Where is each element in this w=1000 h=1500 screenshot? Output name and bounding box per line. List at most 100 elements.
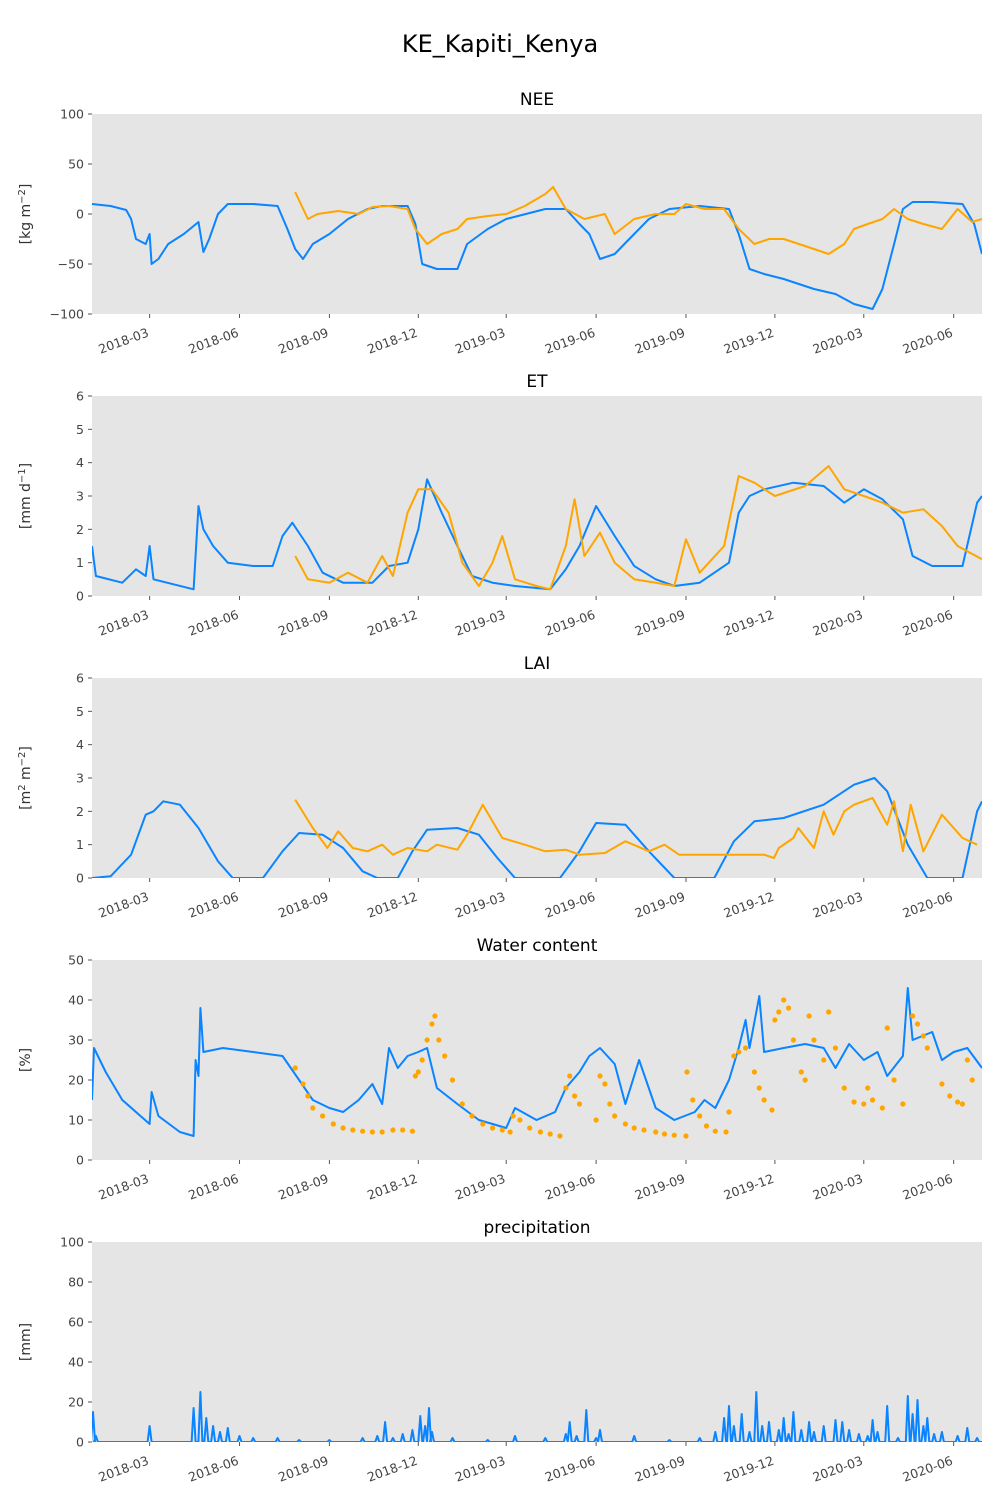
et-xtick-label: 2018-03 [96, 607, 150, 639]
nee-ytick-label: 0 [76, 207, 84, 222]
water-content-observed-point [661, 1131, 668, 1137]
water-content-observed-point [510, 1113, 516, 1119]
nee-xtick-label: 2018-12 [365, 325, 419, 357]
et-ylabel: [mm d−1] [17, 463, 35, 529]
water-content-observed-point [671, 1132, 677, 1138]
water-content-observed-point [861, 1101, 867, 1107]
nee-plot-area [92, 114, 982, 314]
water-content-observed-point [641, 1127, 647, 1133]
water-content-observed-point [612, 1113, 618, 1119]
water-content-observed-point [442, 1053, 448, 1059]
water-content-observed-point [969, 1077, 975, 1083]
precipitation-xtick-label: 2018-03 [96, 1453, 150, 1485]
water-content-observed-point [811, 1037, 817, 1043]
water-content-observed-point [400, 1127, 406, 1133]
water-content-ytick-label: 20 [68, 1073, 84, 1088]
water-content-observed-point [432, 1013, 438, 1019]
water-content-plot-area [92, 960, 982, 1160]
lai-xtick-label: 2018-03 [96, 889, 150, 921]
precipitation-model-line [92, 1391, 982, 1442]
precipitation-xtick-label: 2020-06 [900, 1453, 954, 1485]
water-content-xtick-label: 2018-06 [186, 1171, 240, 1203]
water-content-observed-point [726, 1109, 732, 1115]
et-xtick-label: 2018-12 [365, 607, 419, 639]
et-xtick-label: 2019-09 [633, 607, 687, 639]
water-content-observed-point [527, 1125, 533, 1131]
lai-xtick-label: 2018-09 [276, 889, 330, 921]
water-content-observed-point [576, 1101, 583, 1107]
water-content-observed-point [959, 1101, 966, 1107]
water-content-observed-point [305, 1093, 311, 1099]
water-content-observed-point [712, 1128, 718, 1134]
precipitation-xtick-label: 2018-06 [186, 1453, 240, 1485]
precipitation-xtick-label: 2019-03 [453, 1453, 507, 1485]
water-content-observed-point [292, 1065, 298, 1071]
et-ytick-label: 0 [76, 589, 84, 604]
precipitation-ylabel: [mm] [18, 1323, 34, 1361]
water-content-observed-point [489, 1125, 496, 1131]
precipitation-xtick-label: 2018-09 [276, 1453, 330, 1485]
water-content-observed-point [517, 1117, 523, 1123]
water-content-observed-point [900, 1101, 906, 1107]
water-content-observed-point [761, 1097, 767, 1103]
precipitation-title: precipitation [483, 1218, 590, 1238]
lai-xtick-label: 2018-12 [365, 889, 419, 921]
water-content-observed-point [563, 1085, 569, 1091]
water-content-observed-point [567, 1073, 573, 1079]
water-content-observed-point [499, 1127, 505, 1133]
water-content-observed-point [300, 1081, 306, 1087]
nee-xtick-label: 2019-06 [543, 325, 597, 357]
water-content-ytick-label: 10 [68, 1113, 84, 1128]
nee-xtick-label: 2019-09 [633, 325, 687, 357]
precipitation-ytick-label: 40 [68, 1355, 84, 1370]
water-content-observed-point [910, 1013, 916, 1019]
water-content-observed-point [557, 1133, 563, 1139]
et-plot-area [92, 396, 982, 596]
water-content-observed-point [419, 1057, 425, 1063]
water-content-observed-point [330, 1121, 336, 1127]
water-content-observed-point [802, 1077, 808, 1083]
water-content-observed-point [832, 1045, 839, 1051]
et-ytick-label: 5 [76, 422, 84, 437]
water-content-observed-point [412, 1073, 418, 1079]
lai-ytick-label: 0 [76, 871, 84, 886]
et-observed-line [294, 465, 982, 591]
water-content-ylabel: [%] [18, 1048, 34, 1072]
precipitation-xtick-label: 2019-06 [543, 1453, 597, 1485]
precipitation-ytick-label: 80 [68, 1275, 84, 1290]
water-content-observed-point [319, 1113, 326, 1119]
water-content-observed-point [390, 1127, 396, 1133]
water-content-observed-point [459, 1101, 465, 1107]
water-content-observed-point [947, 1093, 953, 1099]
lai-ytick-label: 6 [76, 671, 84, 686]
lai-ytick-label: 1 [76, 837, 84, 852]
nee-xtick-label: 2020-06 [900, 325, 954, 357]
water-content-observed-point [631, 1125, 637, 1131]
water-content-ytick-label: 0 [76, 1153, 84, 1168]
water-content-observed-point [920, 1033, 926, 1039]
water-content-observed-point [879, 1105, 885, 1111]
water-content-observed-point [826, 1009, 832, 1015]
et-ytick-label: 3 [76, 489, 84, 504]
water-content-observed-point [653, 1129, 659, 1135]
precipitation-plot-area [92, 1242, 982, 1442]
lai-model-line [92, 777, 982, 878]
water-content-observed-point [469, 1113, 475, 1119]
precipitation-ytick-label: 60 [68, 1315, 84, 1330]
et-panel: ET 0 1 2 3 4 5 6 2018-03 2018-06 2018-09 2018-12 201… [17, 372, 982, 639]
water-content-observed-point [964, 1057, 970, 1063]
water-content-observed-point [607, 1101, 613, 1107]
water-content-observed-point [690, 1097, 696, 1103]
et-xtick-label: 2019-03 [453, 607, 507, 639]
et-xtick-label: 2020-03 [811, 607, 865, 639]
water-content-observed-point [736, 1049, 742, 1055]
water-content-xtick-label: 2018-09 [276, 1171, 330, 1203]
nee-ytick-label: 100 [60, 107, 84, 122]
water-content-observed-point [379, 1129, 385, 1135]
water-content-observed-point [415, 1069, 421, 1075]
precipitation-xtick-label: 2019-12 [722, 1453, 776, 1485]
water-content-observed-point [821, 1057, 827, 1063]
water-content-observed-point [776, 1009, 782, 1015]
lai-title: LAI [524, 654, 551, 674]
et-xtick-label: 2019-12 [722, 607, 776, 639]
